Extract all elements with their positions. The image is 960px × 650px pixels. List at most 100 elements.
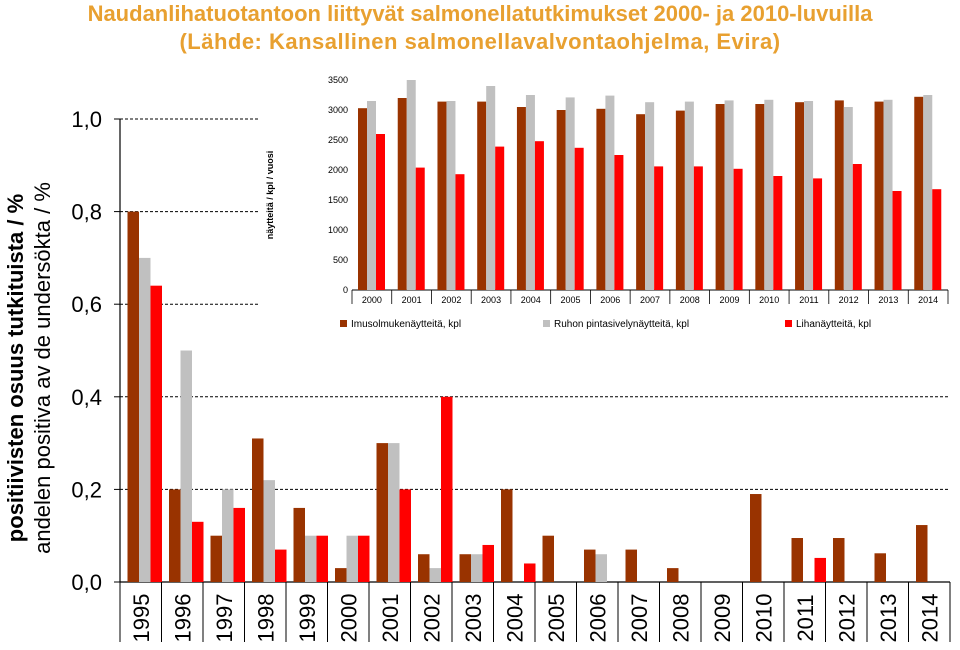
inset-x-tick-label: 2014 [918,295,938,305]
main-bar [595,554,607,582]
inset-bar [715,104,725,290]
inset-bar [525,95,535,290]
main-bar [275,549,287,582]
main-bar [501,489,513,582]
main-bar [210,535,222,582]
inset-bar [367,101,376,290]
inset-bar [724,100,734,291]
main-x-tick-label: 1996 [170,594,195,643]
inset-bar [834,100,844,291]
main-bar [418,554,430,582]
inset-x-tick-label: 2006 [600,295,620,305]
main-bar [459,554,471,582]
main-x-tick-label: 1999 [295,594,320,643]
main-x-tick-label: 1995 [129,594,154,643]
main-x-tick-label: 2002 [419,594,444,643]
main-x-tick-label: 2010 [751,594,776,643]
inset-bar [733,168,743,290]
inset-x-tick-label: 2009 [719,295,739,305]
inset-bar [645,102,655,290]
main-y-tick-label: 1,0 [71,107,102,132]
main-y-tick-label: 0,4 [71,385,102,410]
inset-bar [486,86,496,290]
inset-x-tick-label: 2000 [362,295,382,305]
inset-bar [764,99,774,290]
main-bar [192,521,204,582]
legend-swatch [340,320,347,327]
main-x-tick-label: 1997 [212,594,237,643]
main-bar [388,443,400,582]
inset-x-tick-label: 2004 [521,295,541,305]
inset-bar [596,108,606,290]
main-y-tick-label: 0,0 [71,570,102,595]
inset-x-tick-label: 2012 [839,295,859,305]
main-x-tick-label: 2003 [461,594,486,643]
inset-bar [376,134,385,290]
inset-x-tick-label: 2003 [481,295,501,305]
main-bar [429,568,441,582]
inset-x-tick-label: 2013 [878,295,898,305]
inset-bar [795,102,805,290]
main-x-tick-label: 2014 [917,594,942,643]
inset-y-tick-label: 3500 [328,75,348,85]
inset-bar [773,176,783,290]
main-bar [150,285,162,582]
main-bar [471,554,483,582]
inset-x-tick-label: 2010 [759,295,779,305]
inset-y-tick-label: 1500 [328,195,348,205]
main-bar [335,568,347,582]
inset-bar [923,95,933,290]
inset-y-axis-label: näytteitä / kpl / vuosi [265,151,275,240]
inset-y-tick-label: 2500 [328,135,348,145]
inset-bar [684,101,694,290]
main-bar [222,489,234,582]
main-bar [833,538,845,582]
inset-bar [813,178,823,290]
main-bar [482,544,494,582]
inset-bar [654,166,664,290]
main-bar-chart: 0,0 0,2 0,4 0,6 0,8 1,0 1995 1996 1997 1998 1999 20… [3,107,951,643]
inset-bar [605,95,615,290]
legend-label: Imusolmukenäytteitä, kpl [351,319,461,330]
inset-y-tick-label: 2000 [328,165,348,175]
main-x-tick-label: 2008 [668,594,693,643]
main-bar [399,489,411,582]
inset-bar [516,107,526,290]
inset-bar [574,147,584,290]
main-bar [916,525,928,582]
inset-bar [415,167,425,290]
main-y-tick-label: 0,2 [71,477,102,502]
inset-y-tick-label: 3000 [328,105,348,115]
main-x-tick-label: 2011 [793,594,818,641]
main-bar [358,535,370,582]
inset-bar [914,96,924,290]
inset-bar [406,80,416,290]
main-bar [305,535,317,582]
inset-bar [932,189,942,290]
main-bar [127,211,139,582]
inset-bar [565,97,575,291]
inset-bar [693,166,703,290]
main-bar [667,568,679,582]
inset-bar-chart: 0 500 1000 1500 2000 2500 3000 3500 2000 2001 2002… [258,70,958,338]
main-x-tick-label: 2004 [502,594,527,643]
main-y-tick-label: 0,8 [71,200,102,225]
inset-bar [874,101,884,290]
inset-x-tick-label: 2007 [640,295,660,305]
inset-y-tick-label: 1000 [328,225,348,235]
inset-bar [556,110,566,290]
inset-bar [397,98,407,290]
inset-bar [446,101,456,290]
main-x-tick-label: 2006 [585,594,610,643]
main-y-axis-label-fi: positiivisten osuus tutkituista / % [3,194,28,542]
main-x-tick-label: 2009 [710,594,735,643]
main-bar [316,535,328,582]
inset-bar [614,155,624,290]
inset-bar [804,101,814,290]
inset-x-tick-label: 2005 [561,295,581,305]
main-bar [441,396,453,582]
main-bar [180,350,192,582]
main-x-tick-label: 2005 [544,594,569,643]
main-x-tick-label: 2000 [336,594,361,643]
inset-x-tick-label: 2008 [680,295,700,305]
